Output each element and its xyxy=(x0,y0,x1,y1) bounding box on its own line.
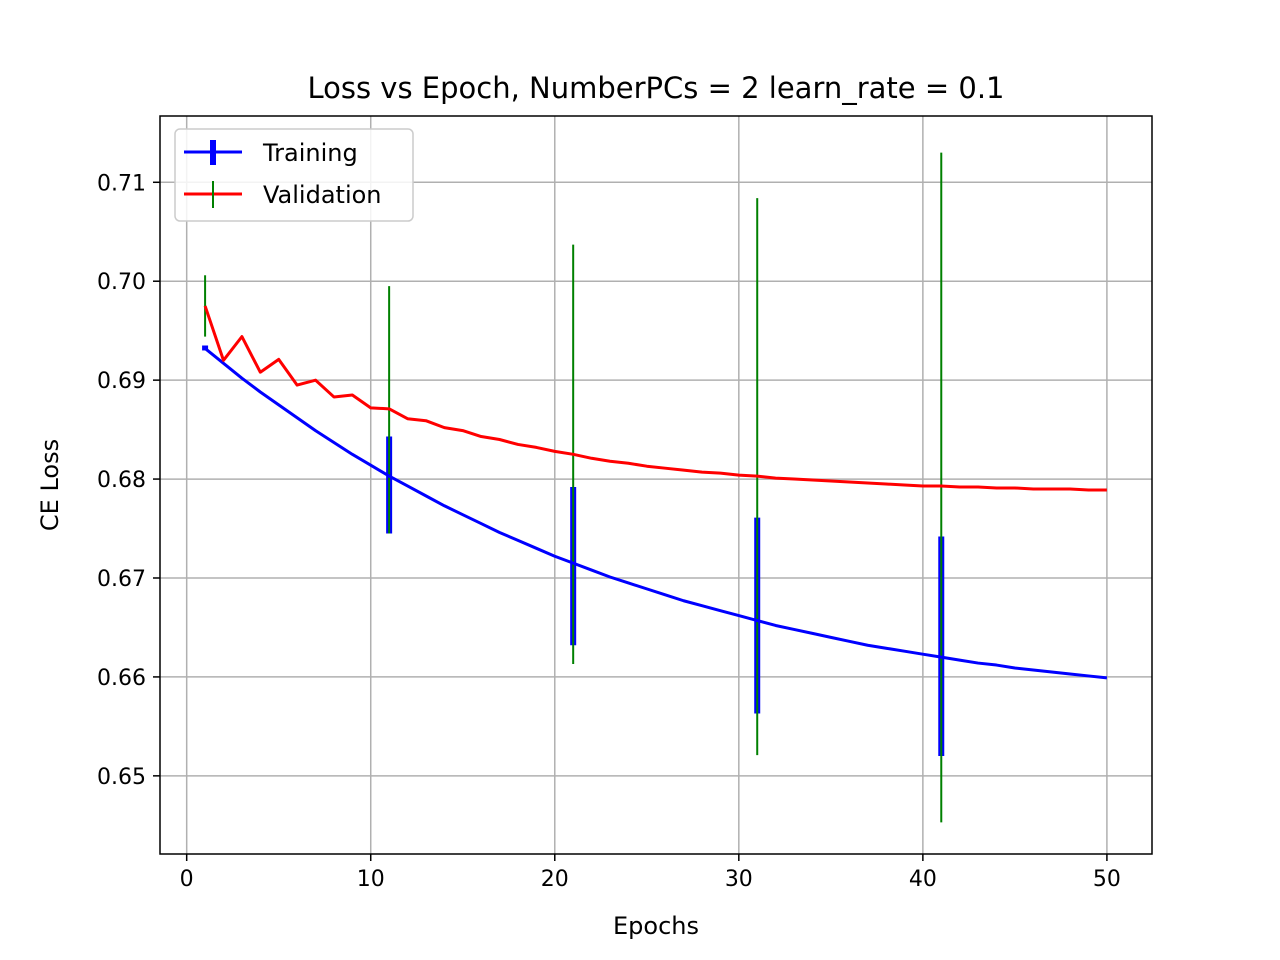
x-axis-ticks: 0 10 20 30 40 50 xyxy=(180,854,1121,892)
y-tick-label: 0.68 xyxy=(97,468,146,493)
x-tick-label: 30 xyxy=(725,867,753,892)
x-axis-label: Epochs xyxy=(613,912,699,940)
series-lines xyxy=(203,305,1108,680)
legend-label-validation: Validation xyxy=(263,181,382,209)
y-tick-label: 0.67 xyxy=(97,567,146,592)
plot-area-frame xyxy=(159,115,1153,855)
y-axis-ticks: 0.65 0.66 0.67 0.68 0.69 0.70 0.71 xyxy=(97,171,160,790)
y-tick-label: 0.66 xyxy=(97,666,146,691)
validation-loss-line xyxy=(203,305,1107,492)
y-tick-label: 0.70 xyxy=(97,270,146,295)
legend-label-training: Training xyxy=(262,139,358,167)
y-tick-label: 0.71 xyxy=(97,171,146,196)
x-tick-label: 20 xyxy=(541,867,569,892)
legend-entry-validation: Validation xyxy=(184,181,382,209)
training-loss-line xyxy=(204,347,1108,680)
y-tick-label: 0.69 xyxy=(97,369,146,394)
legend-entry-training: Training xyxy=(184,139,358,167)
x-tick-label: 50 xyxy=(1093,867,1121,892)
x-tick-label: 40 xyxy=(909,867,937,892)
chart-title: Loss vs Epoch, NumberPCs = 2 learn_rate … xyxy=(307,71,1004,105)
legend: Training Validation xyxy=(174,128,414,222)
y-tick-label: 0.65 xyxy=(97,765,146,790)
grid-lines xyxy=(160,116,1152,854)
x-tick-label: 0 xyxy=(180,867,194,892)
y-axis-label: CE Loss xyxy=(36,439,64,531)
x-tick-label: 10 xyxy=(357,867,385,892)
